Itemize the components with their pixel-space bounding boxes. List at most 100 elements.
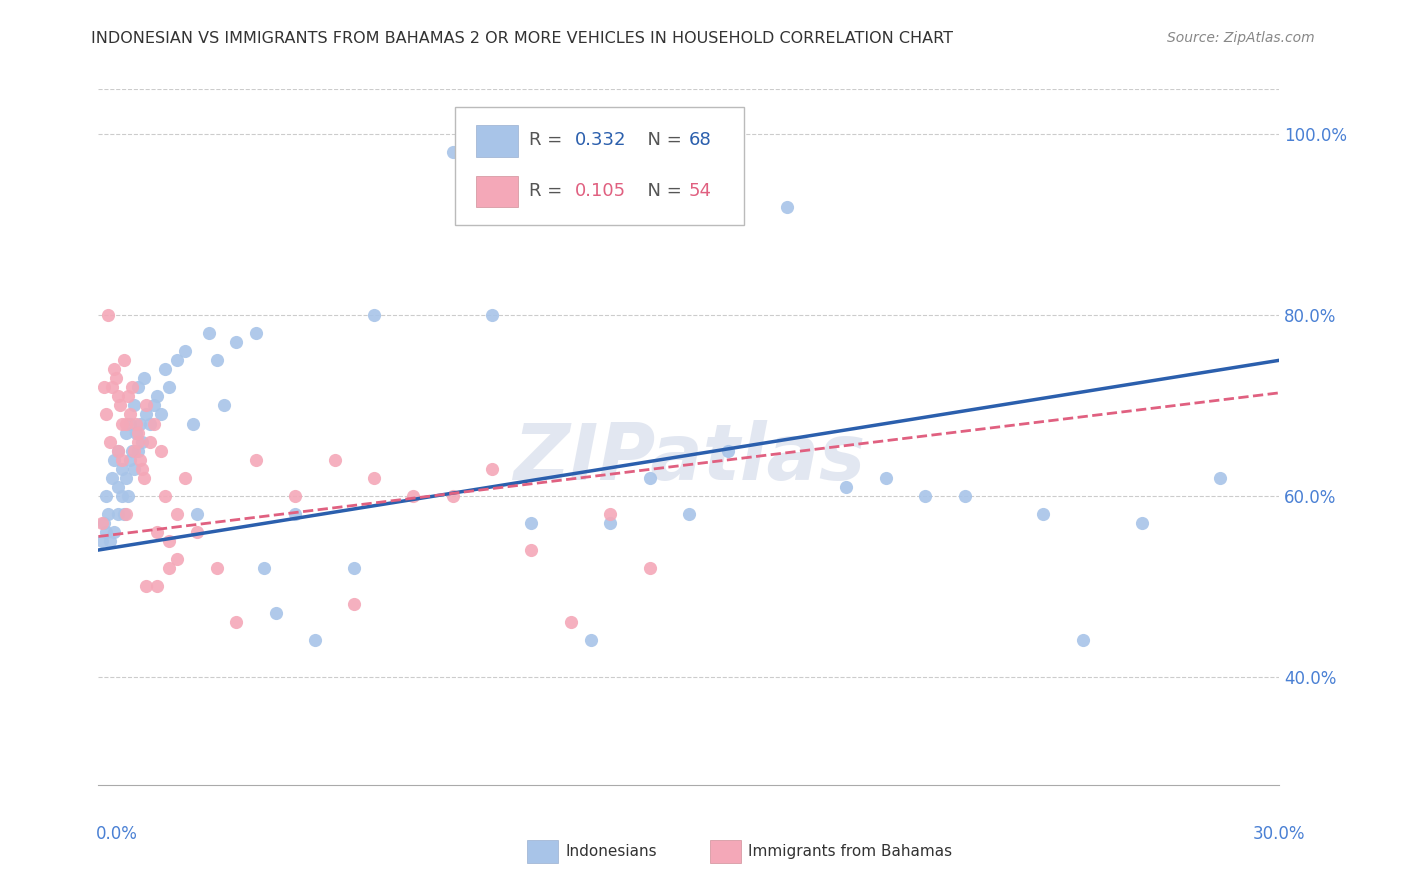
FancyBboxPatch shape	[477, 126, 517, 157]
Point	[93, 380, 115, 394]
Point	[103, 452, 125, 467]
Point	[245, 452, 267, 467]
Point	[717, 443, 740, 458]
Point	[875, 471, 897, 485]
Point	[953, 489, 976, 503]
Point	[127, 380, 149, 394]
Point	[579, 633, 602, 648]
Point	[121, 380, 143, 394]
Point	[166, 353, 188, 368]
Point	[131, 461, 153, 475]
Point	[117, 489, 139, 503]
Point	[103, 362, 125, 376]
Text: 0.332: 0.332	[575, 131, 626, 149]
Text: R =: R =	[530, 131, 568, 149]
Point	[1032, 507, 1054, 521]
Text: N =: N =	[636, 131, 688, 149]
Point	[146, 579, 169, 593]
Point	[107, 507, 129, 521]
Point	[101, 380, 124, 394]
Point	[112, 507, 135, 521]
Point	[520, 543, 543, 558]
Point	[441, 145, 464, 160]
Point	[91, 533, 114, 548]
Text: R =: R =	[530, 183, 568, 201]
Point	[107, 443, 129, 458]
Point	[127, 425, 149, 440]
Point	[225, 335, 247, 350]
Point	[150, 408, 173, 422]
Point	[117, 389, 139, 403]
Text: 0.0%: 0.0%	[96, 825, 138, 843]
Point	[111, 417, 134, 431]
Point	[135, 399, 157, 413]
Point	[157, 561, 180, 575]
Point	[197, 326, 219, 341]
Text: 54: 54	[689, 183, 711, 201]
Point	[1071, 633, 1094, 648]
Text: Indonesians: Indonesians	[565, 845, 657, 859]
Point	[142, 417, 165, 431]
Point	[127, 434, 149, 449]
Point	[157, 380, 180, 394]
Text: 68: 68	[689, 131, 711, 149]
Point	[118, 408, 141, 422]
Point	[118, 417, 141, 431]
Point	[174, 471, 197, 485]
Point	[125, 417, 148, 431]
Point	[108, 399, 131, 413]
Point	[132, 471, 155, 485]
Point	[205, 353, 228, 368]
Point	[122, 399, 145, 413]
Point	[155, 489, 177, 503]
Point	[103, 524, 125, 539]
Point	[150, 443, 173, 458]
Point	[138, 417, 160, 431]
Text: 30.0%: 30.0%	[1253, 825, 1305, 843]
Point	[186, 507, 208, 521]
Point	[111, 489, 134, 503]
Point	[638, 471, 661, 485]
Point	[441, 489, 464, 503]
Point	[638, 561, 661, 575]
Point	[115, 507, 138, 521]
Point	[402, 489, 425, 503]
Point	[132, 371, 155, 385]
Point	[111, 452, 134, 467]
Point	[135, 408, 157, 422]
Point	[599, 507, 621, 521]
Point	[111, 461, 134, 475]
Point	[128, 452, 150, 467]
Text: Source: ZipAtlas.com: Source: ZipAtlas.com	[1167, 31, 1315, 45]
Point	[481, 308, 503, 322]
Point	[225, 615, 247, 630]
Point	[118, 452, 141, 467]
Point	[245, 326, 267, 341]
Point	[122, 461, 145, 475]
Point	[97, 308, 120, 322]
Point	[174, 344, 197, 359]
Point	[776, 200, 799, 214]
Point	[599, 516, 621, 530]
Point	[98, 434, 121, 449]
Point	[97, 507, 120, 521]
Point	[115, 425, 138, 440]
Point	[127, 443, 149, 458]
Point	[214, 399, 236, 413]
Point	[323, 452, 346, 467]
Point	[121, 443, 143, 458]
Point	[678, 507, 700, 521]
Point	[98, 533, 121, 548]
Point	[363, 308, 385, 322]
Point	[835, 480, 858, 494]
Text: N =: N =	[636, 183, 688, 201]
Point	[284, 489, 307, 503]
Point	[135, 579, 157, 593]
Point	[481, 461, 503, 475]
Point	[128, 417, 150, 431]
Point	[1209, 471, 1232, 485]
Point	[96, 524, 118, 539]
Point	[115, 417, 138, 431]
Point	[115, 471, 138, 485]
Point	[1130, 516, 1153, 530]
